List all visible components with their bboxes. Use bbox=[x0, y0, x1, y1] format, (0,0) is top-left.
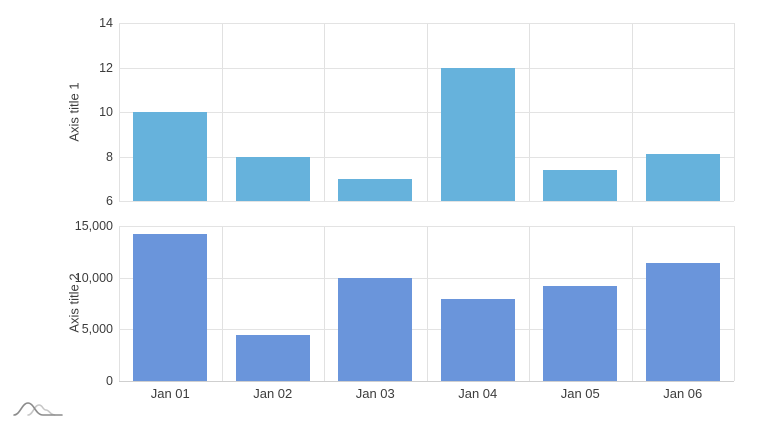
gridline-horizontal bbox=[119, 201, 734, 202]
gridline-horizontal bbox=[119, 23, 734, 24]
x-tick-label: Jan 02 bbox=[253, 386, 293, 401]
gridline-horizontal bbox=[119, 112, 734, 113]
y-tick-label: 5,000 bbox=[81, 322, 113, 336]
bar-bottom-jan-03[interactable] bbox=[338, 277, 413, 381]
gridline-horizontal bbox=[119, 329, 734, 330]
gridline-vertical bbox=[324, 226, 325, 381]
gridline-vertical bbox=[734, 226, 735, 381]
y-tick-label: 10 bbox=[99, 105, 113, 119]
bar-top-jan-06[interactable] bbox=[645, 154, 720, 201]
bar-top-jan-01[interactable] bbox=[133, 112, 208, 201]
y-tick-label: 6 bbox=[106, 194, 113, 208]
bar-bottom-jan-06[interactable] bbox=[645, 263, 720, 381]
bar-bottom-jan-05[interactable] bbox=[543, 285, 618, 381]
gridline-vertical bbox=[426, 226, 428, 381]
bar-top-jan-05[interactable] bbox=[543, 169, 618, 201]
bar-top-jan-04[interactable] bbox=[440, 67, 515, 201]
y-tick-label: 14 bbox=[99, 16, 113, 30]
x-tick-label: Jan 04 bbox=[458, 386, 498, 401]
bar-top-jan-03[interactable] bbox=[338, 178, 413, 201]
bar-top-jan-02[interactable] bbox=[235, 156, 310, 201]
x-axis-baseline bbox=[119, 381, 734, 382]
y-tick-label: 15,000 bbox=[74, 219, 113, 233]
bar-bottom-jan-04[interactable] bbox=[440, 299, 515, 381]
bar-bottom-jan-01[interactable] bbox=[133, 234, 208, 381]
gridline-vertical bbox=[631, 226, 633, 381]
y-tick-label: 8 bbox=[106, 150, 113, 164]
gridline-vertical bbox=[221, 226, 223, 381]
x-tick-label: Jan 06 bbox=[663, 386, 703, 401]
gridline-horizontal bbox=[119, 68, 734, 69]
y-tick-label: 10,000 bbox=[74, 271, 113, 285]
x-tick-label: Jan 05 bbox=[560, 386, 600, 401]
y-tick-label: 12 bbox=[99, 61, 113, 75]
distribution-curves-logo-icon bbox=[13, 402, 63, 416]
y-tick-label: 0 bbox=[106, 374, 113, 388]
gridline-vertical bbox=[529, 226, 530, 381]
x-tick-label: Jan 03 bbox=[355, 386, 395, 401]
x-tick-label: Jan 01 bbox=[150, 386, 190, 401]
bar-bottom-jan-02[interactable] bbox=[235, 334, 310, 381]
gridline-vertical bbox=[119, 226, 120, 381]
gridline-horizontal bbox=[119, 157, 734, 158]
gridline-vertical bbox=[734, 23, 735, 201]
gridline-horizontal bbox=[119, 226, 734, 227]
gridline-horizontal bbox=[119, 278, 734, 279]
